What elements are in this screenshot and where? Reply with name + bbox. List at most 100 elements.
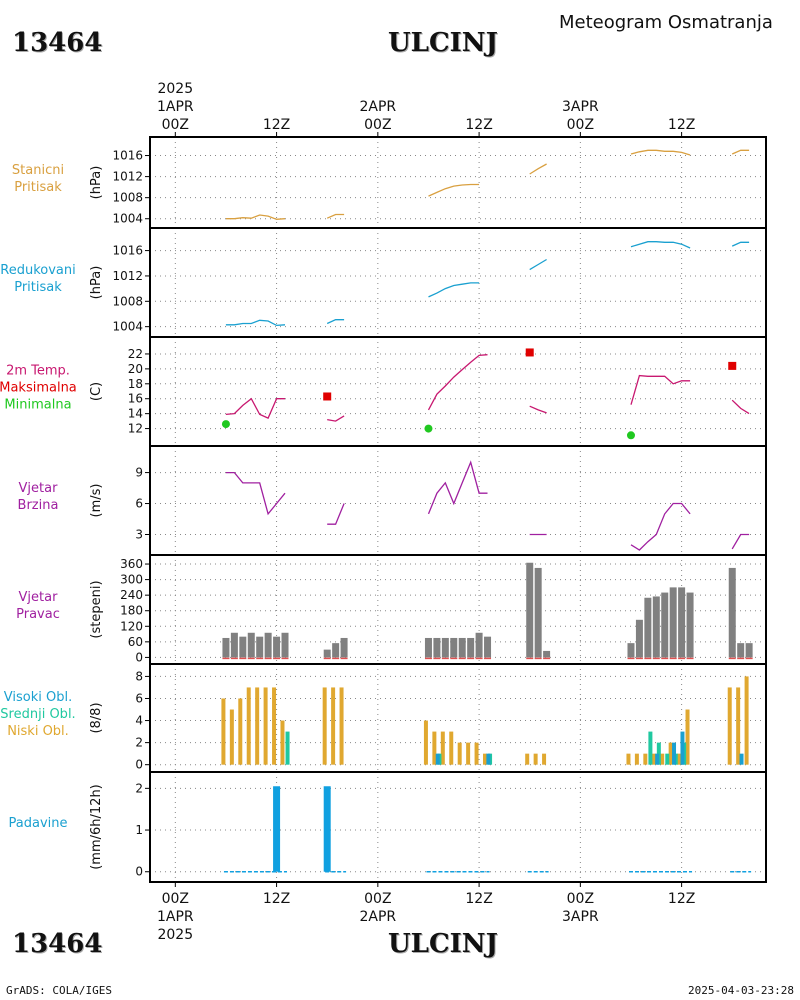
wind-dir-bar [467, 637, 475, 658]
wind-dir-bar [273, 636, 281, 658]
series-line-tmp [731, 399, 750, 415]
ytick-label-tmp: 12 [128, 422, 143, 436]
wind-dir-bar [458, 637, 466, 658]
max-temp-marker [728, 361, 737, 370]
ytick-label-wsp: 3 [135, 527, 143, 541]
xtick-label-bottom: 00Z [567, 891, 594, 907]
wind-dir-bar [635, 619, 643, 658]
date-label-bottom: 2APR [360, 909, 397, 925]
series-line-wsp [427, 460, 488, 515]
wind-dir-bar [441, 637, 449, 658]
product-title: Meteogram Osmatranja [559, 12, 773, 33]
series-line-red [529, 258, 547, 271]
wind-dir-bar [323, 649, 331, 658]
series-line-red [326, 319, 345, 325]
panel-red [145, 227, 767, 338]
ytick-label-prc: 1 [135, 823, 143, 837]
side-label-tmp: 2m Temp. [6, 364, 70, 379]
max-temp-marker [525, 348, 534, 357]
cloud-bar [533, 753, 538, 765]
ytick-label-wsp: 9 [135, 466, 143, 480]
panel-prc [145, 771, 767, 883]
year-label-top: 2025 [157, 81, 193, 97]
cloud-bar [221, 698, 226, 765]
unit-label-wsp: (m/s) [89, 484, 104, 518]
series-line-stp [731, 149, 750, 155]
cloud-bar [483, 753, 488, 765]
ytick-label-tmp: 18 [128, 377, 143, 391]
xtick-label-top: 00Z [364, 117, 391, 133]
date-label-top: 1APR [157, 99, 194, 115]
xtick-label-bottom: 12Z [263, 891, 290, 907]
xtick-label-bottom: 12Z [668, 891, 695, 907]
ytick-label-red: 1012 [112, 269, 143, 283]
ytick-label-wsp: 6 [135, 497, 143, 511]
ytick-label-stp: 1016 [112, 149, 143, 163]
ytick-label-red: 1008 [112, 294, 143, 308]
max-temp-marker [323, 392, 332, 401]
series-line-stp [529, 163, 547, 175]
wind-dir-bar [424, 637, 432, 658]
cloud-bar [727, 687, 732, 765]
series-line-wsp [327, 503, 345, 525]
wind-dir-bar [526, 562, 534, 658]
wind-dir-bar [534, 567, 542, 658]
cloud-bar [744, 676, 749, 765]
ytick-label-wdir: 180 [120, 604, 143, 618]
cloud-bar [626, 753, 631, 765]
wind-dir-bar [256, 636, 264, 658]
panel-frame-red [149, 227, 767, 338]
ytick-label-cld: 0 [135, 758, 143, 772]
series-line-red [731, 241, 750, 247]
ytick-label-wdir: 360 [120, 557, 143, 571]
wind-dir-bar [543, 650, 551, 658]
cloud-bar [229, 709, 234, 765]
side-label-tmp: Minimalna [4, 398, 71, 413]
min-temp-marker [424, 424, 433, 433]
ytick-label-wdir: 240 [120, 588, 143, 602]
wind-dir-bar [678, 587, 686, 658]
series-line-stp [428, 183, 480, 197]
cloud-bar [665, 753, 670, 765]
xtick-label-bottom: 12Z [465, 891, 492, 907]
wind-dir-bar [332, 643, 340, 658]
page-footer: 13464 ULCINJ GrADS: COLA/IGES 2025-04-03… [0, 925, 800, 1000]
series-line-red [428, 282, 480, 298]
wind-dir-bar [728, 567, 736, 658]
wind-dir-bar [450, 637, 458, 658]
series-line-wsp [731, 533, 750, 550]
cloud-bar [246, 687, 251, 765]
cloud-bar [660, 753, 665, 765]
date-label-top: 3APR [562, 99, 599, 115]
side-label-stp: Pritisak [14, 180, 62, 195]
cloud-bar [423, 720, 428, 765]
panel-frame-wsp [149, 445, 767, 556]
cloud-bar [255, 687, 260, 765]
cloud-bar [474, 742, 479, 765]
cloud-bar [331, 687, 336, 765]
ytick-label-stp: 1012 [112, 170, 143, 184]
ytick-label-cld: 6 [135, 691, 143, 705]
series-line-tmp [427, 354, 488, 411]
cloud-bar [457, 742, 462, 765]
panel-tmp [145, 336, 767, 447]
page-title: 13464 ULCINJ Meteogram Osmatranja [0, 0, 800, 70]
ytick-label-prc: 2 [135, 781, 143, 795]
cloud-bar [668, 742, 673, 765]
wind-dir-bar [745, 643, 753, 658]
cloud-bar [736, 687, 741, 765]
xtick-label-bottom: 00Z [364, 891, 391, 907]
xtick-label-top: 12Z [465, 117, 492, 133]
station-id-bottom: 13464 [12, 929, 103, 959]
unit-label-wdir: (stepeni) [89, 580, 104, 638]
ytick-label-wdir: 300 [120, 573, 143, 587]
cloud-bar [322, 687, 327, 765]
unit-label-stp: (hPa) [89, 166, 104, 200]
panel-stp [145, 136, 767, 229]
panel-frame-tmp [149, 336, 767, 447]
wind-dir-bar [686, 592, 694, 658]
side-label-cld: Srednji Obl. [0, 707, 75, 722]
cloud-bar [680, 731, 685, 765]
wind-dir-bar [627, 643, 635, 658]
